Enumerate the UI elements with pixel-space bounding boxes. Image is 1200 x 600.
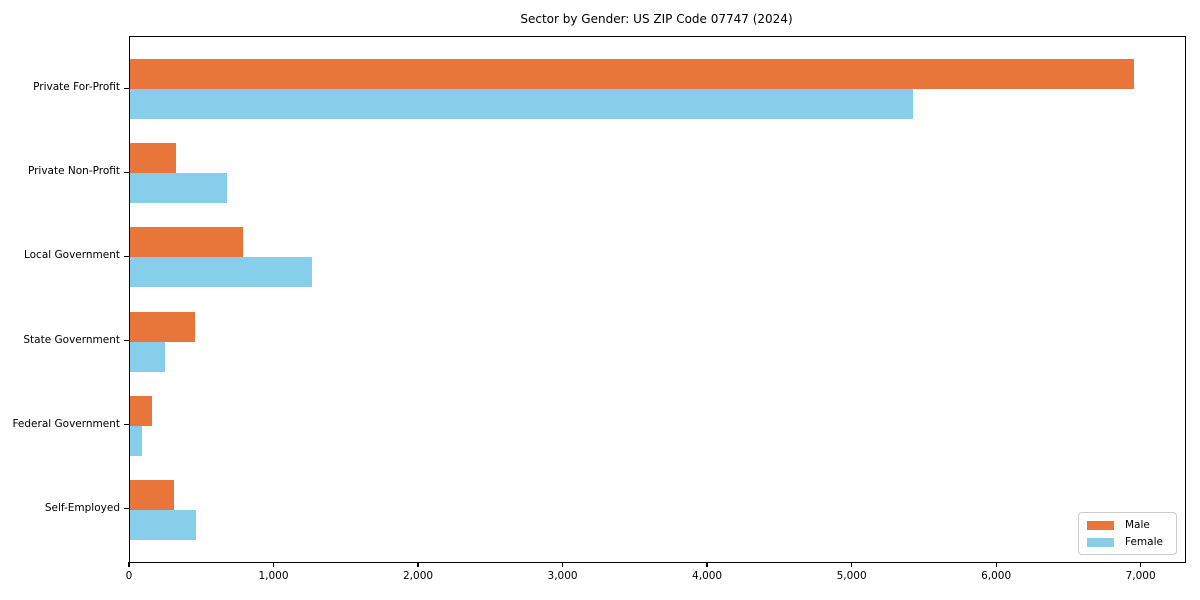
x-tick-mark	[706, 562, 708, 567]
bar-male-private-for-profit	[130, 59, 1135, 90]
bar-female-local-government	[130, 257, 313, 288]
x-tick-label: 2,000	[403, 570, 434, 582]
x-tick-mark	[272, 562, 275, 567]
legend-entry-male: Male	[1087, 519, 1165, 531]
x-tick-label: 0	[125, 570, 133, 582]
legend: Male Female	[1078, 512, 1177, 555]
y-tick-label-private-for-profit: Private For-Profit	[33, 81, 120, 94]
y-tick-mark	[124, 508, 129, 510]
bar-female-self-employed	[130, 509, 197, 540]
bar-male-private-non-profit	[130, 143, 177, 174]
x-tick-mark	[1140, 562, 1142, 567]
x-tick-label: 7,000	[1125, 570, 1156, 582]
legend-entry-female: Female	[1087, 536, 1165, 548]
bar-male-federal-government	[130, 395, 152, 426]
bar-male-state-government	[130, 311, 196, 342]
y-tick-mark	[124, 87, 129, 89]
legend-swatch-male-icon	[1087, 520, 1114, 530]
bar-male-self-employed	[130, 479, 175, 510]
x-tick-label: 6,000	[981, 570, 1012, 582]
x-tick-mark	[851, 562, 853, 567]
legend-label-female: Female	[1125, 536, 1163, 548]
y-tick-label-self-employed: Self-Employed	[44, 501, 120, 514]
bar-female-state-government	[130, 341, 166, 372]
bar-female-private-non-profit	[130, 173, 227, 204]
legend-swatch-female-icon	[1087, 537, 1114, 547]
x-tick-mark	[128, 562, 130, 567]
bar-male-local-government	[130, 227, 243, 258]
x-tick-label: 4,000	[692, 570, 723, 582]
x-tick-label: 1,000	[258, 570, 289, 582]
y-tick-mark	[124, 424, 129, 426]
bar-female-federal-government	[130, 425, 142, 456]
legend-label-male: Male	[1125, 519, 1150, 531]
chart-title: Sector by Gender: US ZIP Code 07747 (202…	[520, 12, 793, 26]
y-tick-label-local-government: Local Government	[23, 249, 120, 262]
x-tick-mark	[995, 562, 997, 567]
bar-female-private-for-profit	[130, 89, 914, 120]
plot-area: Male Female	[129, 36, 1186, 563]
x-tick-mark	[561, 562, 564, 567]
y-tick-mark	[124, 255, 129, 258]
y-tick-label-federal-government: Federal Government	[12, 417, 120, 430]
y-tick-label-state-government: State Government	[23, 333, 120, 346]
x-tick-label: 5,000	[836, 570, 867, 582]
x-tick-mark	[417, 562, 419, 567]
y-tick-mark	[124, 339, 129, 342]
y-tick-mark	[124, 171, 129, 173]
y-tick-label-private-non-profit: Private Non-Profit	[27, 165, 120, 178]
x-tick-label: 3,000	[547, 570, 578, 582]
